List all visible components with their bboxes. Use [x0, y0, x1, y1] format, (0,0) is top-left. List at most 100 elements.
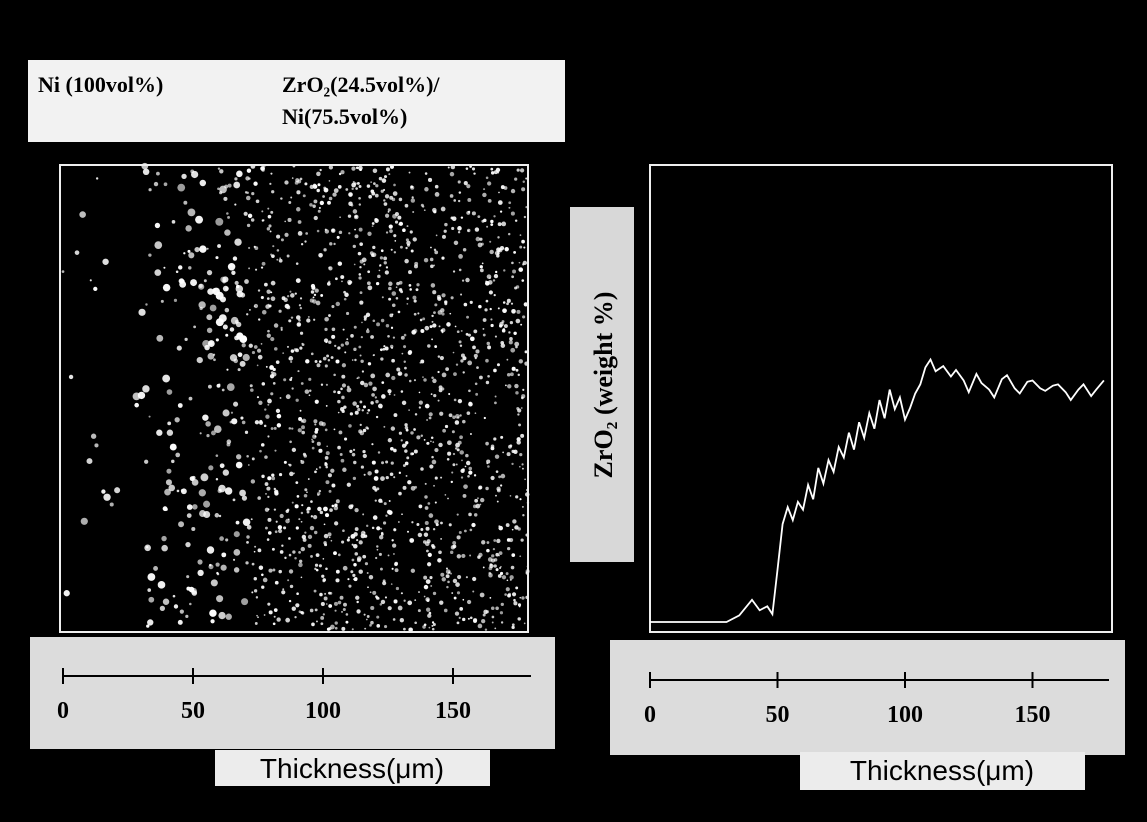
particle: [194, 246, 200, 253]
particle: [165, 479, 172, 486]
particle: [299, 306, 303, 310]
particle: [273, 615, 276, 618]
particle: [408, 627, 413, 633]
particle: [264, 282, 268, 287]
particle: [416, 283, 420, 287]
particle: [511, 366, 516, 371]
particle: [498, 191, 500, 194]
particle: [225, 613, 232, 620]
particle: [486, 341, 491, 346]
particle: [310, 352, 314, 356]
particle: [394, 220, 399, 224]
particle: [278, 528, 283, 534]
particle: [258, 420, 264, 425]
particle: [253, 181, 258, 186]
particle: [134, 402, 139, 408]
particle: [412, 211, 415, 214]
particle: [278, 309, 282, 313]
particle: [383, 256, 388, 261]
particle: [265, 365, 268, 368]
particle: [232, 558, 236, 561]
particle: [495, 568, 499, 572]
particle: [351, 543, 354, 546]
particle: [226, 383, 235, 392]
particle: [433, 248, 437, 252]
particle: [460, 468, 465, 473]
particle: [240, 292, 246, 298]
particle: [413, 428, 416, 431]
particle: [340, 343, 344, 347]
particle: [272, 568, 276, 572]
particle: [323, 533, 329, 539]
particle: [260, 443, 265, 447]
particle: [304, 488, 308, 492]
particle: [318, 564, 322, 568]
particle: [418, 400, 423, 405]
particle: [404, 203, 409, 208]
particle: [426, 539, 431, 544]
particle: [497, 171, 500, 174]
particle: [391, 303, 396, 308]
particle: [504, 593, 507, 596]
particle: [321, 422, 326, 427]
particle: [429, 464, 434, 469]
particle: [301, 343, 305, 347]
particle: [186, 586, 191, 591]
particle: [334, 344, 337, 348]
particle: [366, 572, 369, 574]
particle: [515, 318, 521, 324]
particle: [352, 244, 356, 249]
particle: [442, 428, 446, 433]
particle: [335, 578, 340, 583]
particle: [360, 336, 363, 339]
particle: [337, 261, 343, 266]
particle: [367, 471, 372, 476]
particle: [372, 590, 377, 595]
particle: [337, 346, 341, 350]
particle: [319, 510, 324, 515]
particle: [482, 613, 486, 617]
particle: [403, 627, 406, 631]
particle: [521, 396, 524, 400]
particle: [253, 345, 258, 349]
particle: [397, 371, 403, 376]
particle: [457, 199, 461, 203]
particle: [458, 191, 462, 194]
xlabel-box: [800, 752, 1085, 790]
particle: [363, 317, 367, 321]
particle: [369, 591, 372, 594]
particle: [362, 554, 367, 559]
particle: [156, 429, 163, 436]
particle: [313, 419, 318, 424]
particle: [441, 312, 445, 316]
particle: [222, 409, 230, 417]
particle: [403, 599, 406, 602]
particle: [443, 608, 448, 613]
particle: [499, 210, 503, 213]
particle: [447, 166, 450, 169]
particle: [483, 416, 486, 420]
particle: [266, 333, 271, 338]
particle: [300, 576, 303, 579]
particle: [430, 264, 434, 269]
particle: [327, 200, 331, 205]
axis-panel: [610, 640, 1125, 755]
particle: [498, 475, 501, 479]
particle: [331, 483, 336, 488]
particle: [397, 605, 403, 611]
particle: [392, 543, 397, 548]
particle: [471, 522, 476, 528]
particle: [191, 170, 199, 179]
particle: [496, 538, 501, 544]
particle: [258, 565, 264, 570]
particle: [479, 265, 483, 269]
particle: [227, 263, 236, 271]
particle: [473, 329, 478, 334]
particle: [424, 325, 430, 331]
particle: [509, 578, 512, 581]
particle: [471, 167, 476, 171]
particle: [451, 471, 454, 474]
particle: [452, 351, 455, 354]
particle: [370, 335, 374, 339]
particle: [260, 166, 265, 171]
